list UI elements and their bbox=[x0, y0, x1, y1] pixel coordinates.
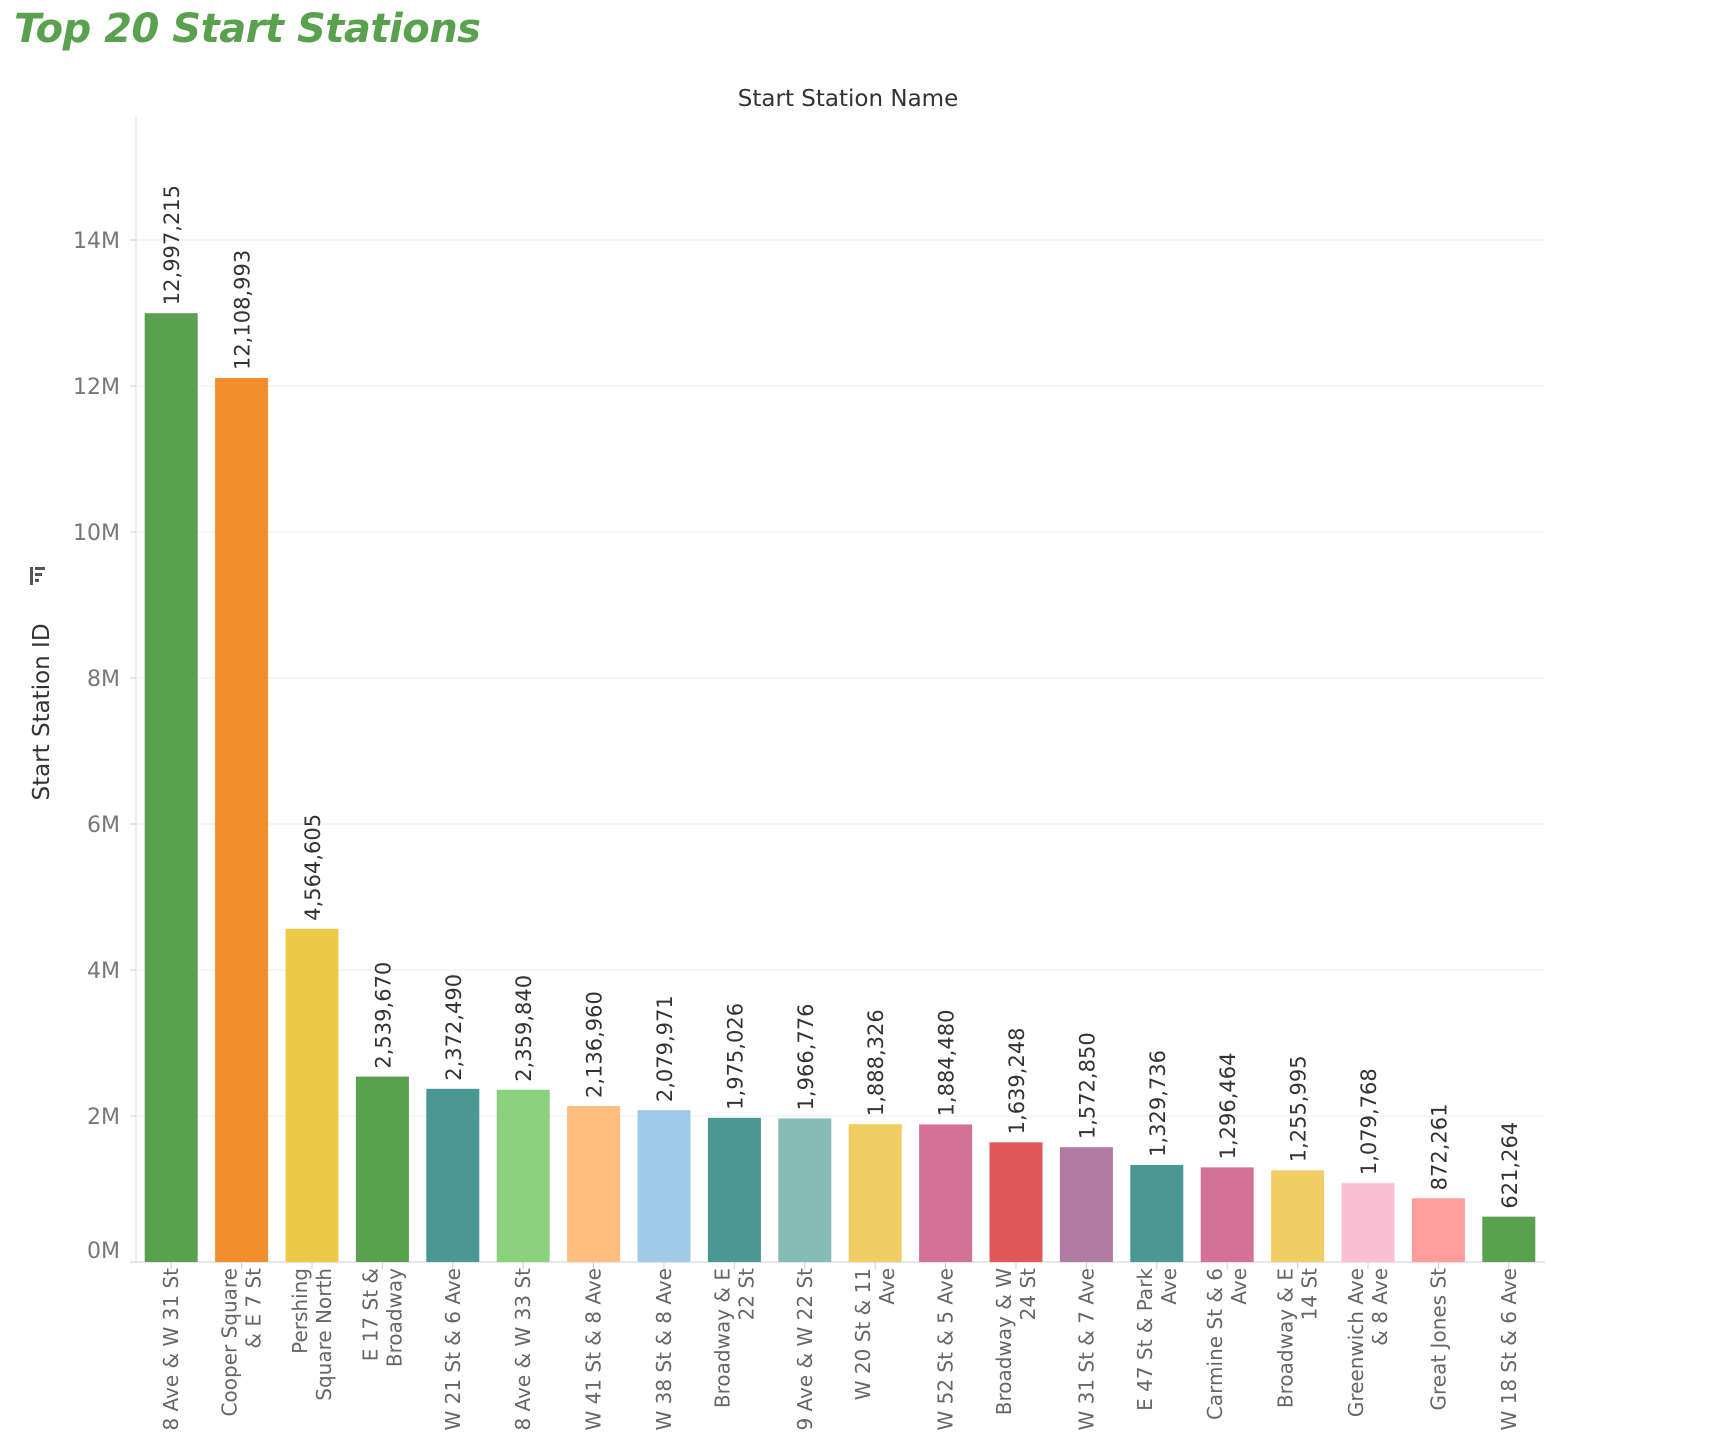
category-label: W 20 St & 11 bbox=[851, 1268, 875, 1400]
category-label: Ave bbox=[1157, 1268, 1181, 1305]
y-tick-label: 6M bbox=[87, 813, 120, 838]
bar[interactable] bbox=[426, 1088, 480, 1262]
value-label: 12,108,993 bbox=[231, 250, 255, 370]
value-label: 1,329,736 bbox=[1146, 1050, 1170, 1157]
category-label: Ave bbox=[1227, 1268, 1251, 1305]
y-tick-label: 2M bbox=[87, 1105, 120, 1130]
bar[interactable] bbox=[778, 1118, 832, 1262]
category-label: Pershing bbox=[288, 1268, 312, 1354]
category-label: 8 Ave & W 33 St bbox=[511, 1268, 535, 1431]
category-label: & E 7 St bbox=[242, 1268, 266, 1349]
category-label: W 38 St & 8 Ave bbox=[652, 1268, 676, 1431]
bar[interactable] bbox=[1271, 1170, 1325, 1262]
category-label: Greenwich Ave bbox=[1344, 1268, 1368, 1417]
value-label: 1,966,776 bbox=[794, 1004, 818, 1111]
category-label: & 8 Ave bbox=[1368, 1268, 1392, 1346]
category-label: Ave bbox=[875, 1268, 899, 1305]
bar[interactable] bbox=[919, 1124, 973, 1262]
category-label: 14 St bbox=[1298, 1268, 1322, 1321]
category-label: E 17 St & bbox=[358, 1268, 382, 1361]
bar[interactable] bbox=[1130, 1164, 1184, 1262]
gridlines bbox=[136, 239, 1545, 1117]
category-label: Broadway bbox=[382, 1268, 406, 1367]
category-label: 24 St bbox=[1016, 1268, 1040, 1321]
bar[interactable] bbox=[1411, 1198, 1465, 1262]
category-label: Great Jones St bbox=[1426, 1268, 1450, 1411]
page-title: Top 20 Start Stations bbox=[14, 6, 481, 52]
bar[interactable] bbox=[989, 1142, 1043, 1262]
bar[interactable] bbox=[1200, 1167, 1254, 1262]
bar[interactable] bbox=[1482, 1216, 1536, 1262]
value-label: 2,079,971 bbox=[653, 995, 677, 1102]
value-label: 1,888,326 bbox=[864, 1009, 888, 1116]
bar[interactable] bbox=[707, 1117, 761, 1262]
bar[interactable] bbox=[637, 1110, 691, 1262]
y-tick-label: 0M bbox=[87, 1239, 120, 1264]
category-label: Cooper Square bbox=[218, 1268, 242, 1416]
category-label: W 21 St & 6 Ave bbox=[441, 1268, 465, 1431]
y-axis-ticks: 0M 2M 4M 6M 8M 10M 12M 14M bbox=[73, 229, 136, 1264]
value-label: 1,296,464 bbox=[1216, 1052, 1240, 1159]
value-label: 2,372,490 bbox=[442, 974, 466, 1081]
value-label: 1,975,026 bbox=[723, 1003, 747, 1110]
category-label: Broadway & W bbox=[992, 1268, 1016, 1415]
category-label: Broadway & E bbox=[710, 1268, 734, 1408]
value-label: 2,359,840 bbox=[512, 975, 536, 1082]
bar[interactable] bbox=[355, 1076, 409, 1262]
category-label: E 47 St & Park bbox=[1133, 1268, 1157, 1411]
x-header-title: Start Station Name bbox=[738, 86, 958, 112]
category-label: W 31 St & 7 Ave bbox=[1074, 1268, 1098, 1431]
category-label: Broadway & E bbox=[1274, 1268, 1298, 1408]
category-label: 22 St bbox=[734, 1268, 758, 1321]
category-label: W 41 St & 8 Ave bbox=[582, 1268, 606, 1431]
value-label: 4,564,605 bbox=[301, 814, 325, 921]
value-label: 872,261 bbox=[1427, 1103, 1451, 1190]
bars bbox=[144, 313, 1536, 1262]
value-label: 1,572,850 bbox=[1075, 1032, 1099, 1139]
value-label: 12,997,215 bbox=[160, 185, 184, 305]
category-label: Carmine St & 6 bbox=[1203, 1268, 1227, 1420]
y-tick-label: 8M bbox=[87, 667, 120, 692]
bar[interactable] bbox=[848, 1124, 902, 1262]
value-label: 1,255,995 bbox=[1287, 1055, 1311, 1162]
bar[interactable] bbox=[496, 1089, 550, 1262]
sort-descending-icon[interactable] bbox=[28, 565, 50, 591]
y-tick-label: 4M bbox=[87, 959, 120, 984]
y-tick-label: 14M bbox=[73, 229, 120, 254]
value-label: 1,639,248 bbox=[1005, 1027, 1029, 1134]
category-label: W 52 St & 5 Ave bbox=[934, 1268, 958, 1431]
y-tick-label: 10M bbox=[73, 521, 120, 546]
y-tick-label: 12M bbox=[73, 375, 120, 400]
category-label: 8 Ave & W 31 St bbox=[159, 1268, 183, 1431]
bar[interactable] bbox=[215, 378, 269, 1262]
bar[interactable] bbox=[144, 313, 198, 1262]
bar[interactable] bbox=[567, 1106, 621, 1262]
bar[interactable] bbox=[1059, 1147, 1113, 1262]
value-label: 621,264 bbox=[1498, 1122, 1522, 1209]
value-label: 1,884,480 bbox=[935, 1010, 959, 1117]
bar[interactable] bbox=[285, 928, 339, 1262]
bar[interactable] bbox=[1341, 1183, 1395, 1262]
value-labels: 12,997,215 12,108,993 4,564,605 2,539,670 2,… bbox=[160, 185, 1522, 1209]
value-label: 2,539,670 bbox=[371, 962, 395, 1069]
category-labels: 8 Ave & W 31 St Cooper Square & E 7 St Pers… bbox=[159, 1262, 1521, 1431]
value-label: 2,136,960 bbox=[583, 991, 607, 1098]
category-label: W 18 St & 6 Ave bbox=[1497, 1268, 1521, 1431]
y-axis-title: Start Station ID bbox=[29, 623, 55, 800]
category-label: Square North bbox=[312, 1268, 336, 1401]
value-label: 1,079,768 bbox=[1357, 1068, 1381, 1175]
category-label: 9 Ave & W 22 St bbox=[793, 1268, 817, 1431]
